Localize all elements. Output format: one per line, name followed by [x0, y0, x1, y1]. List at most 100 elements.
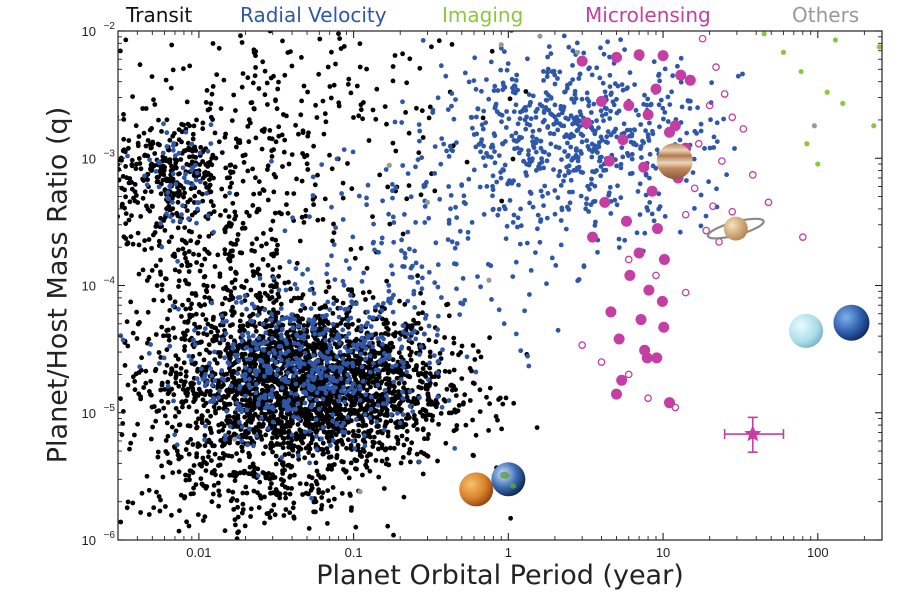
transit-point — [399, 355, 404, 360]
transit-point — [215, 329, 220, 334]
transit-point — [439, 411, 444, 416]
radial-velocity-point — [314, 434, 319, 439]
transit-point — [123, 221, 128, 226]
transit-point — [384, 122, 389, 127]
transit-point — [389, 341, 394, 346]
transit-point — [275, 490, 280, 495]
radial-velocity-point — [235, 407, 240, 412]
transit-point — [367, 290, 372, 295]
transit-point — [247, 314, 252, 319]
transit-point — [228, 266, 233, 271]
radial-velocity-point — [655, 147, 660, 152]
radial-velocity-point — [335, 157, 340, 162]
radial-velocity-point — [619, 145, 624, 150]
radial-velocity-point — [207, 361, 212, 366]
transit-point — [297, 445, 302, 450]
radial-velocity-point — [312, 386, 317, 391]
radial-velocity-point — [248, 385, 253, 390]
radial-velocity-point — [369, 324, 374, 329]
transit-point — [298, 239, 303, 244]
radial-velocity-point — [342, 430, 347, 435]
radial-velocity-point — [715, 139, 720, 144]
radial-velocity-point — [263, 330, 268, 335]
transit-point — [366, 381, 371, 386]
radial-velocity-point — [347, 331, 352, 336]
transit-point — [127, 447, 132, 452]
transit-point — [169, 207, 174, 212]
transit-point — [167, 239, 172, 244]
radial-velocity-point — [503, 163, 508, 168]
radial-velocity-point — [614, 164, 619, 169]
radial-velocity-point — [224, 331, 229, 336]
transit-point — [216, 504, 221, 509]
radial-velocity-point — [614, 97, 619, 102]
transit-point — [223, 194, 228, 199]
transit-point — [380, 459, 385, 464]
radial-velocity-point — [320, 386, 325, 391]
transit-point — [311, 202, 316, 207]
transit-point — [232, 210, 237, 215]
transit-point — [254, 329, 259, 334]
transit-point — [319, 507, 324, 512]
transit-point — [161, 475, 166, 480]
transit-point — [204, 288, 209, 293]
radial-velocity-point — [493, 160, 498, 165]
radial-velocity-point — [379, 241, 384, 246]
radial-velocity-point — [162, 356, 167, 361]
transit-point — [146, 310, 151, 315]
radial-velocity-point — [584, 138, 589, 143]
radial-velocity-point — [523, 117, 528, 122]
radial-velocity-point — [666, 95, 671, 100]
transit-point — [143, 381, 148, 386]
radial-velocity-point — [446, 237, 451, 242]
transit-point — [137, 272, 142, 277]
transit-point — [250, 203, 255, 208]
transit-point — [420, 380, 425, 385]
transit-point — [452, 341, 457, 346]
transit-point — [332, 296, 337, 301]
transit-point — [141, 178, 146, 183]
transit-point — [210, 443, 215, 448]
transit-point — [188, 424, 193, 429]
radial-velocity-point — [324, 391, 329, 396]
transit-point — [199, 340, 204, 345]
radial-velocity-point — [649, 102, 654, 107]
transit-point — [142, 238, 147, 243]
transit-point — [421, 414, 426, 419]
transit-point — [173, 335, 178, 340]
transit-point — [206, 322, 211, 327]
radial-velocity-point — [585, 91, 590, 96]
radial-velocity-point — [578, 72, 583, 77]
transit-point — [179, 263, 184, 268]
radial-velocity-point — [334, 379, 339, 384]
radial-velocity-point — [404, 370, 409, 375]
transit-point — [176, 200, 181, 205]
transit-point — [144, 204, 149, 209]
radial-velocity-point — [243, 373, 248, 378]
radial-velocity-point — [600, 138, 605, 143]
radial-velocity-point — [401, 412, 406, 417]
transit-point — [263, 433, 268, 438]
transit-point — [131, 242, 136, 247]
transit-point — [267, 128, 272, 133]
transit-point — [200, 126, 205, 131]
transit-point — [156, 450, 161, 455]
radial-velocity-point — [714, 186, 719, 191]
radial-velocity-point — [382, 428, 387, 433]
transit-point — [127, 181, 132, 186]
transit-point — [202, 302, 207, 307]
radial-velocity-point — [680, 105, 685, 110]
transit-point — [144, 144, 149, 149]
transit-point — [276, 310, 281, 315]
transit-point — [275, 442, 280, 447]
radial-velocity-point — [547, 44, 552, 49]
radial-velocity-point — [526, 152, 531, 157]
radial-velocity-point — [224, 409, 229, 414]
radial-velocity-point — [374, 368, 379, 373]
radial-velocity-point — [271, 276, 276, 281]
radial-velocity-point — [345, 380, 350, 385]
radial-velocity-point — [600, 113, 605, 118]
radial-velocity-point — [619, 162, 624, 167]
radial-velocity-point — [417, 459, 422, 464]
transit-point — [252, 489, 257, 494]
